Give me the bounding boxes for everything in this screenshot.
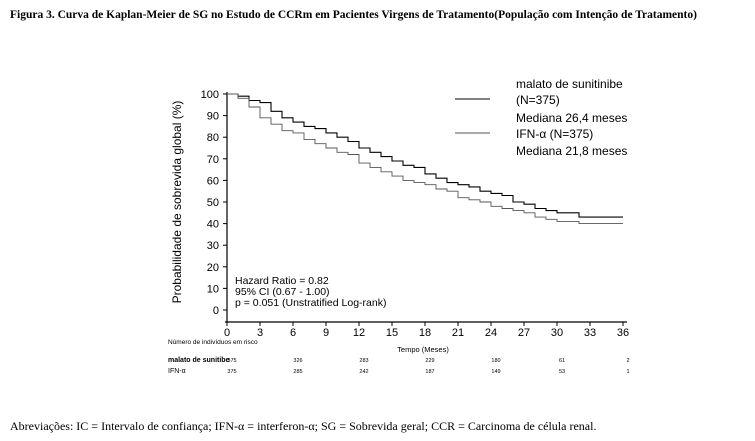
annotation-line: Hazard Ratio = 0.82	[235, 275, 329, 287]
y-tick-label: 0	[213, 305, 219, 317]
x-tick-label: 18	[419, 327, 431, 339]
x-tick-label: 15	[386, 327, 398, 339]
risk-value: 61	[559, 358, 565, 364]
y-tick-label: 70	[207, 154, 219, 166]
x-tick-label: 3	[257, 327, 263, 339]
risk-value: 53	[559, 369, 565, 375]
y-tick-label: 80	[207, 132, 219, 144]
figure-caption: Figura 3. Curva de Kaplan-Meier de SG no…	[10, 9, 697, 21]
y-tick-label: 50	[207, 197, 219, 209]
x-tick-label: 0	[224, 327, 230, 339]
risk-value: 180	[491, 358, 500, 364]
x-tick-label: 12	[353, 327, 365, 339]
chart-series	[227, 93, 623, 225]
x-tick-label: 24	[485, 327, 497, 339]
risk-value: 229	[425, 358, 434, 364]
x-tick-label: 9	[323, 327, 329, 339]
risk-table: Número de indivíduos em risco malato de s…	[168, 339, 630, 375]
risk-row-label: malato de sunitibe	[168, 357, 230, 364]
y-axis-label: Probabilidade de sobrevida global (%)	[170, 101, 184, 304]
x-tick-label: 27	[518, 327, 530, 339]
y-tick-label: 10	[207, 283, 219, 295]
risk-value: 2	[626, 358, 629, 364]
risk-value: 242	[359, 369, 368, 375]
risk-value: 375	[227, 358, 236, 364]
chart-legend: malato de sunitinibe (N=375) Mediana 26,4 …	[455, 77, 627, 158]
risk-value: 149	[491, 369, 500, 375]
risk-value: 187	[425, 369, 434, 375]
x-tick-label: 6	[290, 327, 296, 339]
y-tick-label: 20	[207, 262, 219, 274]
y-tick-label: 40	[207, 219, 219, 231]
footnote: Abreviações: IC = Intervalo de confiança…	[10, 419, 597, 433]
legend-median: Mediana 26,4 meses	[516, 111, 627, 125]
y-tick-label: 90	[207, 111, 219, 123]
series-line-ifn	[227, 93, 623, 225]
risk-value: 283	[359, 358, 368, 364]
annotation-line: 95% CI (0.67 - 1.00)	[235, 286, 330, 298]
risk-value: 326	[293, 358, 302, 364]
annotation-line: p = 0.051 (Unstratified Log-rank)	[235, 297, 386, 309]
y-tick-label: 30	[207, 240, 219, 252]
x-tick-label: 21	[452, 327, 464, 339]
x-tick-label: 33	[584, 327, 596, 339]
x-tick-label: 36	[617, 327, 629, 339]
risk-value: 375	[227, 369, 236, 375]
x-tick-label: 30	[551, 327, 563, 339]
legend-median: Mediana 21,8 meses	[516, 144, 627, 158]
risk-row-label: IFN-α	[168, 368, 186, 375]
legend-label: malato de sunitinibe	[516, 77, 623, 91]
x-axis-label: Tempo (Meses)	[397, 345, 449, 354]
risk-value: 285	[293, 369, 302, 375]
y-tick-label: 60	[207, 175, 219, 187]
risk-table-title: Número de indivíduos em risco	[168, 339, 258, 346]
legend-label: IFN-α (N=375)	[516, 127, 593, 141]
risk-value: 1	[626, 369, 629, 375]
series-line-sunitinibe	[227, 93, 623, 218]
y-tick-label: 100	[201, 89, 219, 101]
legend-n: (N=375)	[516, 93, 560, 107]
